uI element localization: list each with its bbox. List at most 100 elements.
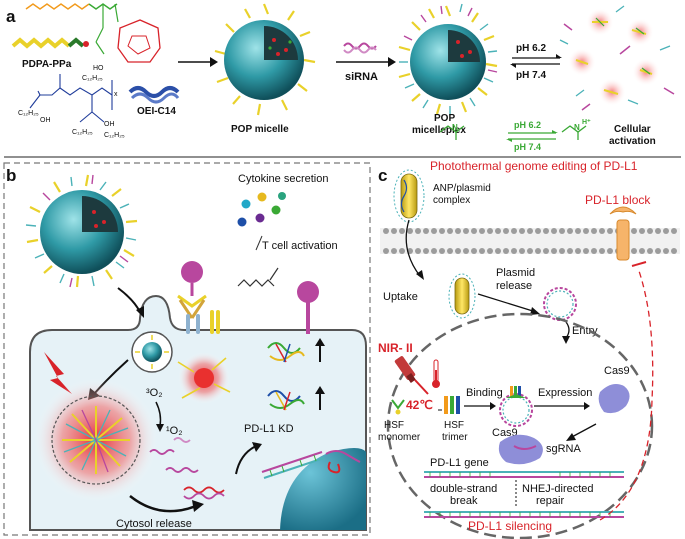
sgrna-strand (513, 445, 537, 450)
arrow-to-mrna (235, 445, 257, 475)
double-strand-break-label-2: break (450, 495, 478, 507)
panel-c-title: Photothermal genome editing of PD-L1 (430, 159, 638, 173)
t-cell-arrow (255, 235, 263, 251)
micelleplex-b-illustration (25, 174, 138, 288)
nucleus (280, 448, 366, 530)
tcr-receptor-complex (177, 261, 220, 334)
cas9-protein-icon (598, 384, 630, 414)
plasmid-release-label-1: Plasmid (496, 267, 535, 279)
anp-plasmid-complex-illustration (393, 169, 425, 223)
cellular-activation-label-1: Cellular (614, 124, 651, 135)
expression-label: Expression (538, 387, 592, 399)
plasmid-dna-icon (543, 287, 577, 321)
nucleus-envelope (386, 312, 654, 539)
ph-high-small-label: pH 6.2 (514, 120, 541, 130)
nhej-repair-label-1: NHEJ-directed (522, 483, 594, 495)
panel-b-label: b (6, 166, 16, 185)
thermometer-icon (432, 359, 440, 388)
disrupted-endosome-glow (34, 378, 158, 502)
bound-plasmid-icon (499, 386, 533, 427)
cleaved-mrna (261, 450, 361, 479)
t-cell-activation-label: T cell activation (262, 240, 338, 252)
sirna-label: siRNA (345, 71, 378, 83)
released-sirna-strands (149, 437, 225, 500)
pop-micelleplex-label-2: micelleplex (412, 125, 466, 136)
pdpa-ppa-label: PDPA-PPa (22, 59, 72, 70)
cas9-label-center: Cas9 (492, 427, 518, 439)
intracellular-micelle-glow (177, 352, 231, 404)
protonation-n-right: N (574, 123, 580, 132)
anp-label-2: complex (433, 195, 470, 206)
panel-c: c Photothermal genome editing of PD-L1 A… (378, 159, 680, 539)
hsf-monomer-label-2: monomer (378, 432, 421, 443)
cytokine-signal-wave (237, 279, 275, 287)
dna-double-strand (424, 471, 624, 518)
arrow-endocytosis (117, 287, 141, 313)
nhej-repair-label-2: repair (536, 495, 564, 507)
lipid-bilayer (380, 228, 680, 254)
oei-c12h25-right: C₁₂H₂₅ (104, 132, 125, 139)
panel-a: a PDPA-PPa HO (6, 3, 675, 152)
pop-micelleplex-label-1: POP (434, 113, 455, 124)
binding-label: Binding (466, 387, 503, 399)
oei-oh-right: OH (104, 121, 115, 128)
arrow-uptake-head (416, 270, 424, 280)
sgrna-label: sgRNA (546, 443, 582, 455)
pdl1-silencing-label: PD-L1 silencing (468, 519, 552, 533)
hsf-trimer-label-1: HSF (444, 420, 464, 431)
arrow-expression-head (584, 402, 590, 410)
ph-equilibrium-arrows (510, 54, 562, 68)
protein-structure-upper (267, 342, 305, 363)
panel-b: b (3, 162, 371, 536)
pdl1-block-label: PD-L1 block (585, 193, 651, 207)
oei-c14-label: OEI-C14 (137, 106, 176, 117)
inhibition-bar (631, 261, 647, 267)
oei-oh-left: OH (40, 117, 51, 124)
sirna-arrow (336, 42, 396, 67)
endosome-micelle (131, 331, 173, 373)
arrow-uptake (405, 219, 421, 277)
panel-a-label: a (6, 7, 16, 26)
arrow-to-micelle (178, 57, 218, 67)
hsf-trimer-icon (438, 396, 460, 414)
arrow-cas9-to-gene (569, 423, 597, 439)
arrow-entry-head (562, 336, 570, 344)
hsf-monomer-icon (391, 399, 405, 415)
hsf-trimer-label-2: trimer (442, 432, 468, 443)
internalized-anp (448, 273, 476, 319)
cytokine-molecules (237, 192, 286, 227)
pdl1-membrane-receptor (609, 206, 637, 261)
arrow-entry (565, 321, 570, 339)
temperature-label: 42℃ (406, 398, 433, 412)
double-strand-break-label-1: double-strand (430, 483, 497, 495)
disassembled-micelle-illustration (559, 5, 675, 111)
cytokine-signal-tail (269, 267, 279, 281)
ph-high-label: pH 6.2 (516, 43, 546, 54)
entry-label: Entry (572, 325, 598, 337)
cellular-activation-label-2: activation (609, 136, 656, 147)
oei-ho-top: HO (93, 65, 104, 72)
nir-label: NIR- II (378, 341, 413, 355)
arrow-cas9-to-gene-head (566, 433, 576, 441)
arrow-binding-head (490, 402, 496, 410)
pop-micelle-label: POP micelle (231, 124, 289, 135)
oei-c12h25-top: C₁₂H₂₅ (82, 75, 103, 82)
arrow-plasmid-release (477, 293, 537, 313)
up-arrow-lower-head (315, 386, 325, 394)
pop-micelle-illustration (214, 3, 316, 116)
arrow-cytosol-release (129, 495, 197, 513)
oei-c12h25-bottom: C₁₂H₂₅ (72, 129, 93, 136)
oei-c14-structure (29, 74, 113, 123)
plasmid-release-label-2: release (496, 280, 532, 292)
cas9-label-right: Cas9 (604, 365, 630, 377)
protonation-n-left: N (452, 123, 458, 132)
singlet-oxygen-label: ¹O₂ (166, 425, 183, 437)
pdpa-ppa-chain-icon (11, 37, 89, 49)
protonation-equation (439, 125, 587, 142)
pdl1-receptor (297, 281, 319, 334)
pdl1-gene-label: PD-L1 gene (430, 457, 489, 469)
up-arrow-upper-head (315, 338, 325, 346)
panel-b-frame (3, 162, 371, 536)
cytokine-secretion-label: Cytokine secretion (238, 173, 329, 185)
pdl1-kd-label: PD-L1 KD (244, 423, 294, 435)
